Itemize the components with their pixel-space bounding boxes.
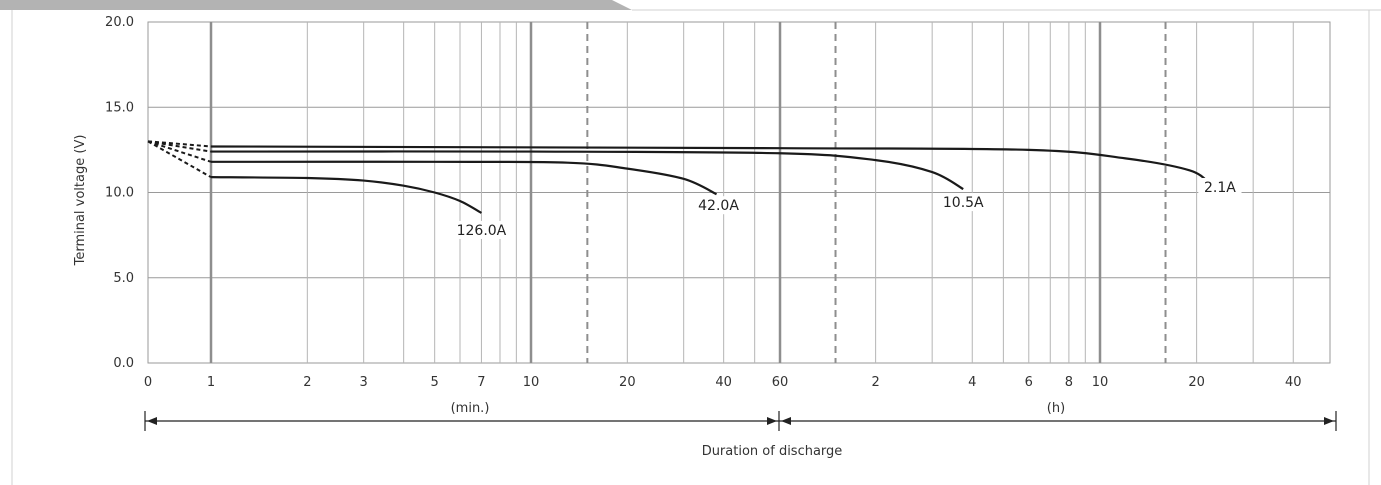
duration-arrows — [144, 411, 1337, 431]
arrowhead-mid-left — [767, 417, 777, 425]
series-label: 126.0A — [457, 223, 507, 239]
x-tick-label-min: 7 — [477, 375, 485, 390]
series-line — [210, 145, 1211, 185]
arrowhead-left — [147, 417, 157, 425]
series-label: 2.1A — [1204, 180, 1236, 196]
x-tick-label-min: 40 — [715, 375, 732, 390]
y-tick-label: 20.0 — [105, 15, 134, 30]
series-label-bg — [451, 220, 512, 239]
x-axis-title: Duration of discharge — [702, 444, 843, 459]
y-tick-label: 15.0 — [105, 100, 134, 115]
header-tab-shape — [0, 0, 632, 10]
x-tick-label-h: 20 — [1188, 375, 1205, 390]
x-tick-labels: 0 1 2 3 5 7 10 20 40 60 2 4 6 8 10 20 40 — [144, 375, 1302, 390]
x-tick-label-min: 20 — [619, 375, 636, 390]
range-label-hours: (h) — [1047, 401, 1065, 416]
series-initial-dashed — [147, 140, 212, 148]
series-initial-dashed — [147, 140, 212, 179]
x-tick-label-h: 8 — [1065, 375, 1073, 390]
series-lines — [147, 140, 1211, 214]
y-tick-label: 10.0 — [105, 186, 134, 201]
y-tick-labels: 0.0 5.0 10.0 15.0 20.0 — [105, 15, 134, 371]
series-label-bg — [692, 196, 745, 215]
x-tick-label-min: 2 — [303, 375, 311, 390]
series-label-bg — [1198, 177, 1242, 196]
y-tick-label: 0.0 — [113, 356, 134, 371]
series-line — [210, 176, 482, 214]
y-axis-title: Terminal voltage (V) — [73, 135, 88, 267]
x-tick-label-min: 5 — [431, 375, 439, 390]
x-tick-label-h: 40 — [1285, 375, 1302, 390]
series-labels: 126.0A 42.0A 10.5A 2.1A — [451, 177, 1242, 239]
x-tick-label-h: 4 — [968, 375, 976, 390]
range-label-minutes: (min.) — [451, 401, 490, 416]
grid — [147, 21, 1331, 364]
x-tick-label-h: 10 — [1092, 375, 1109, 390]
x-tick-label-min: 60 — [772, 375, 789, 390]
x-tick-label-h: 2 — [871, 375, 879, 390]
series-label-bg — [937, 193, 990, 212]
x-tick-label-h: 6 — [1025, 375, 1033, 390]
x-tick-label-min: 0 — [144, 375, 152, 390]
y-tick-label: 5.0 — [113, 271, 134, 286]
arrowhead-mid-right — [781, 417, 791, 425]
series-line — [210, 160, 718, 196]
series-label: 10.5A — [943, 195, 984, 211]
series-line — [210, 150, 964, 191]
x-tick-label-min: 10 — [523, 375, 540, 390]
x-tick-label-min: 1 — [207, 375, 215, 390]
x-tick-label-min: 3 — [360, 375, 368, 390]
series-label: 42.0A — [698, 198, 739, 214]
arrowhead-right — [1324, 417, 1334, 425]
